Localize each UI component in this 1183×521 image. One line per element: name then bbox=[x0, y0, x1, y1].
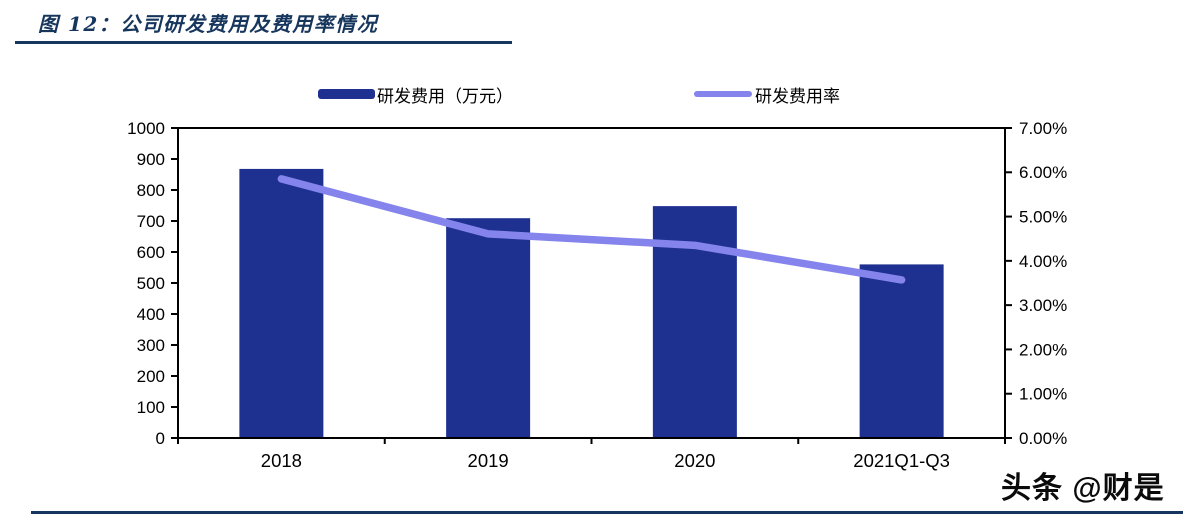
rd-expense-rate-line bbox=[277, 175, 906, 284]
right-axis-label: 2.00% bbox=[1019, 340, 1067, 359]
bar-2018 bbox=[239, 168, 324, 439]
title-underline bbox=[15, 41, 512, 44]
left-axis-label: 200 bbox=[137, 367, 165, 386]
left-axis-label: 900 bbox=[137, 150, 165, 169]
left-axis-label: 100 bbox=[137, 398, 165, 417]
chart-legend: 研发费用（万元） 研发费用率 bbox=[0, 82, 1183, 106]
left-axis-label: 300 bbox=[137, 336, 165, 355]
legend-item-label: 研发费用率 bbox=[755, 86, 840, 106]
x-axis-label-2019: 2019 bbox=[468, 450, 509, 471]
right-axis-label: 6.00% bbox=[1019, 163, 1067, 182]
bar-series-swatch-icon bbox=[318, 89, 375, 99]
left-axis-label: 600 bbox=[137, 243, 165, 262]
bar-2021Q1-Q3 bbox=[859, 264, 944, 438]
right-axis-label: 4.00% bbox=[1019, 252, 1067, 271]
left-axis-label: 400 bbox=[137, 305, 165, 324]
x-axis-label-2020: 2020 bbox=[674, 450, 715, 471]
x-axis-label-2018: 2018 bbox=[261, 450, 302, 471]
line-series-swatch-icon bbox=[694, 91, 752, 97]
right-axis-label: 7.00% bbox=[1019, 119, 1067, 138]
left-axis-label: 0 bbox=[156, 429, 165, 448]
x-axis-label-2021Q1-Q3: 2021Q1-Q3 bbox=[853, 450, 950, 471]
legend-item-label: 研发费用（万元） bbox=[377, 86, 513, 106]
figure-title: 图 12：公司研发费用及费用率情况 bbox=[38, 12, 379, 36]
right-axis-label: 5.00% bbox=[1019, 208, 1067, 227]
left-axis-label: 700 bbox=[137, 212, 165, 231]
bottom-divider bbox=[31, 511, 1183, 514]
left-axis-label: 500 bbox=[137, 274, 165, 293]
legend-item-rd-expense-rate: 研发费用率 bbox=[694, 82, 840, 106]
bar-2019 bbox=[446, 218, 531, 438]
watermark-text: 头条 @财是 bbox=[1001, 472, 1165, 505]
right-axis-label: 1.00% bbox=[1019, 385, 1067, 404]
right-axis-label: 0.00% bbox=[1019, 429, 1067, 448]
left-axis-label: 800 bbox=[137, 181, 165, 200]
legend-item-rd-expense: 研发费用（万元） bbox=[318, 82, 513, 106]
right-axis-label: 3.00% bbox=[1019, 296, 1067, 315]
left-axis-label: 1000 bbox=[127, 119, 165, 138]
